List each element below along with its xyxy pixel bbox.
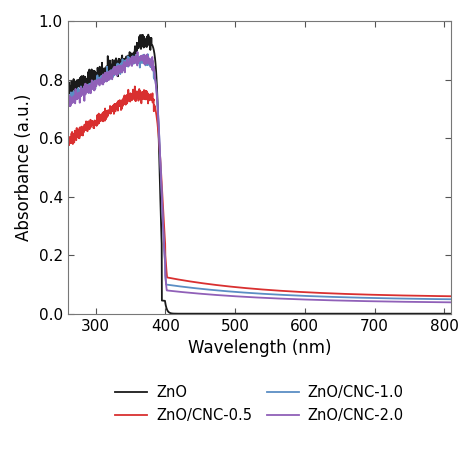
ZnO/CNC-2.0: [84, 86, 90, 91]
ZnO: [438, 311, 443, 316]
Legend: ZnO, ZnO/CNC-0.5, ZnO/CNC-1.0, ZnO/CNC-2.0: ZnO, ZnO/CNC-0.5, ZnO/CNC-1.0, ZnO/CNC-2…: [109, 379, 410, 429]
ZnO/CNC-2.0: [252, 295, 257, 300]
ZnO: [84, 78, 90, 83]
ZnO/CNC-1.0: [65, 99, 71, 105]
ZnO/CNC-0.5: [84, 123, 90, 129]
ZnO: [367, 311, 373, 316]
X-axis label: Wavelength (nm): Wavelength (nm): [188, 339, 331, 357]
ZnO/CNC-2.0: [241, 294, 247, 299]
Line: ZnO/CNC-2.0: ZnO/CNC-2.0: [68, 52, 451, 302]
Line: ZnO: ZnO: [68, 35, 451, 313]
Y-axis label: Absorbance (a.u.): Absorbance (a.u.): [15, 94, 33, 241]
ZnO/CNC-2.0: [65, 100, 71, 105]
ZnO/CNC-1.0: [145, 51, 151, 57]
ZnO/CNC-1.0: [241, 290, 247, 295]
ZnO/CNC-2.0: [367, 298, 373, 304]
ZnO: [448, 311, 454, 316]
ZnO/CNC-1.0: [252, 291, 257, 296]
ZnO/CNC-0.5: [438, 293, 443, 299]
ZnO/CNC-2.0: [438, 299, 443, 305]
ZnO/CNC-2.0: [438, 299, 443, 305]
ZnO: [252, 311, 257, 316]
ZnO: [438, 311, 443, 316]
ZnO/CNC-0.5: [241, 285, 247, 291]
ZnO: [241, 311, 247, 316]
ZnO/CNC-0.5: [132, 84, 137, 89]
Line: ZnO/CNC-0.5: ZnO/CNC-0.5: [68, 86, 451, 296]
ZnO/CNC-0.5: [438, 293, 443, 299]
ZnO/CNC-1.0: [448, 297, 454, 302]
ZnO/CNC-2.0: [135, 49, 140, 55]
Line: ZnO/CNC-1.0: ZnO/CNC-1.0: [68, 54, 451, 299]
ZnO/CNC-1.0: [438, 296, 443, 302]
ZnO/CNC-1.0: [84, 87, 90, 93]
ZnO/CNC-1.0: [438, 296, 443, 302]
ZnO/CNC-2.0: [448, 299, 454, 305]
ZnO/CNC-0.5: [448, 293, 454, 299]
ZnO: [65, 84, 71, 89]
ZnO: [146, 32, 151, 37]
ZnO/CNC-0.5: [252, 286, 257, 292]
ZnO/CNC-1.0: [367, 295, 373, 301]
ZnO/CNC-0.5: [367, 292, 373, 298]
ZnO/CNC-0.5: [65, 133, 71, 139]
